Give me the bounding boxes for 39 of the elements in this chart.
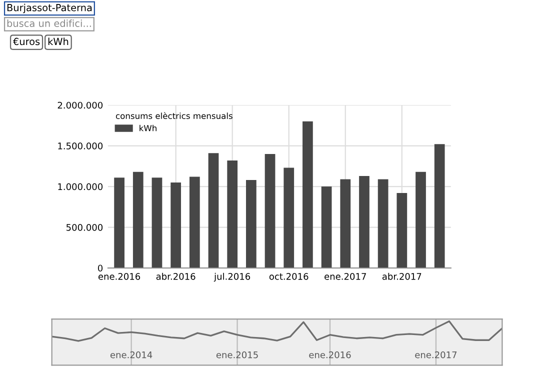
y-tick-label: 1.500.000	[58, 142, 103, 150]
bar	[302, 121, 313, 268]
bar	[396, 193, 408, 268]
x-tick-label: abr.2016	[156, 272, 196, 280]
bar	[227, 160, 238, 268]
y-tick-label: 0	[98, 264, 103, 272]
y-tick-label: 1.000.000	[58, 183, 103, 190]
bar	[152, 178, 162, 268]
bar	[246, 180, 256, 268]
y-tick-label: 500.000	[66, 224, 103, 231]
bar	[170, 182, 182, 268]
x-tick-label: ene.2017	[324, 273, 366, 280]
x-tick-label: ene.2014	[110, 351, 152, 358]
y-tick-label: 2.000.000	[58, 102, 103, 109]
bar	[132, 172, 144, 268]
x-tick-label: ene.2016	[98, 273, 140, 280]
text: kWh	[48, 38, 68, 46]
bar	[416, 172, 426, 268]
bar	[114, 178, 124, 268]
x-tick-label: ene.2017	[415, 351, 457, 358]
bar	[434, 144, 445, 268]
x-tick-label: ene.2015	[216, 351, 258, 358]
bar	[189, 176, 200, 268]
text: busca un edifici...	[7, 19, 91, 28]
x-tick-label: jul.2016	[214, 272, 250, 282]
text: €uros	[12, 38, 40, 46]
x-tick-label: oct.2016	[269, 273, 308, 280]
bar	[321, 186, 332, 268]
bar	[264, 154, 276, 268]
bar	[359, 176, 370, 268]
bar	[208, 153, 219, 268]
bar	[284, 168, 294, 268]
bar	[378, 179, 388, 268]
legend-title: consums elèctrics mensuals	[116, 112, 232, 120]
x-tick-label: ene.2016	[309, 351, 351, 358]
text: Burjassot-Paterna	[7, 4, 92, 14]
x-tick-label: abr.2017	[382, 272, 422, 280]
legend-label: kWh	[140, 124, 156, 132]
bar	[340, 179, 351, 268]
